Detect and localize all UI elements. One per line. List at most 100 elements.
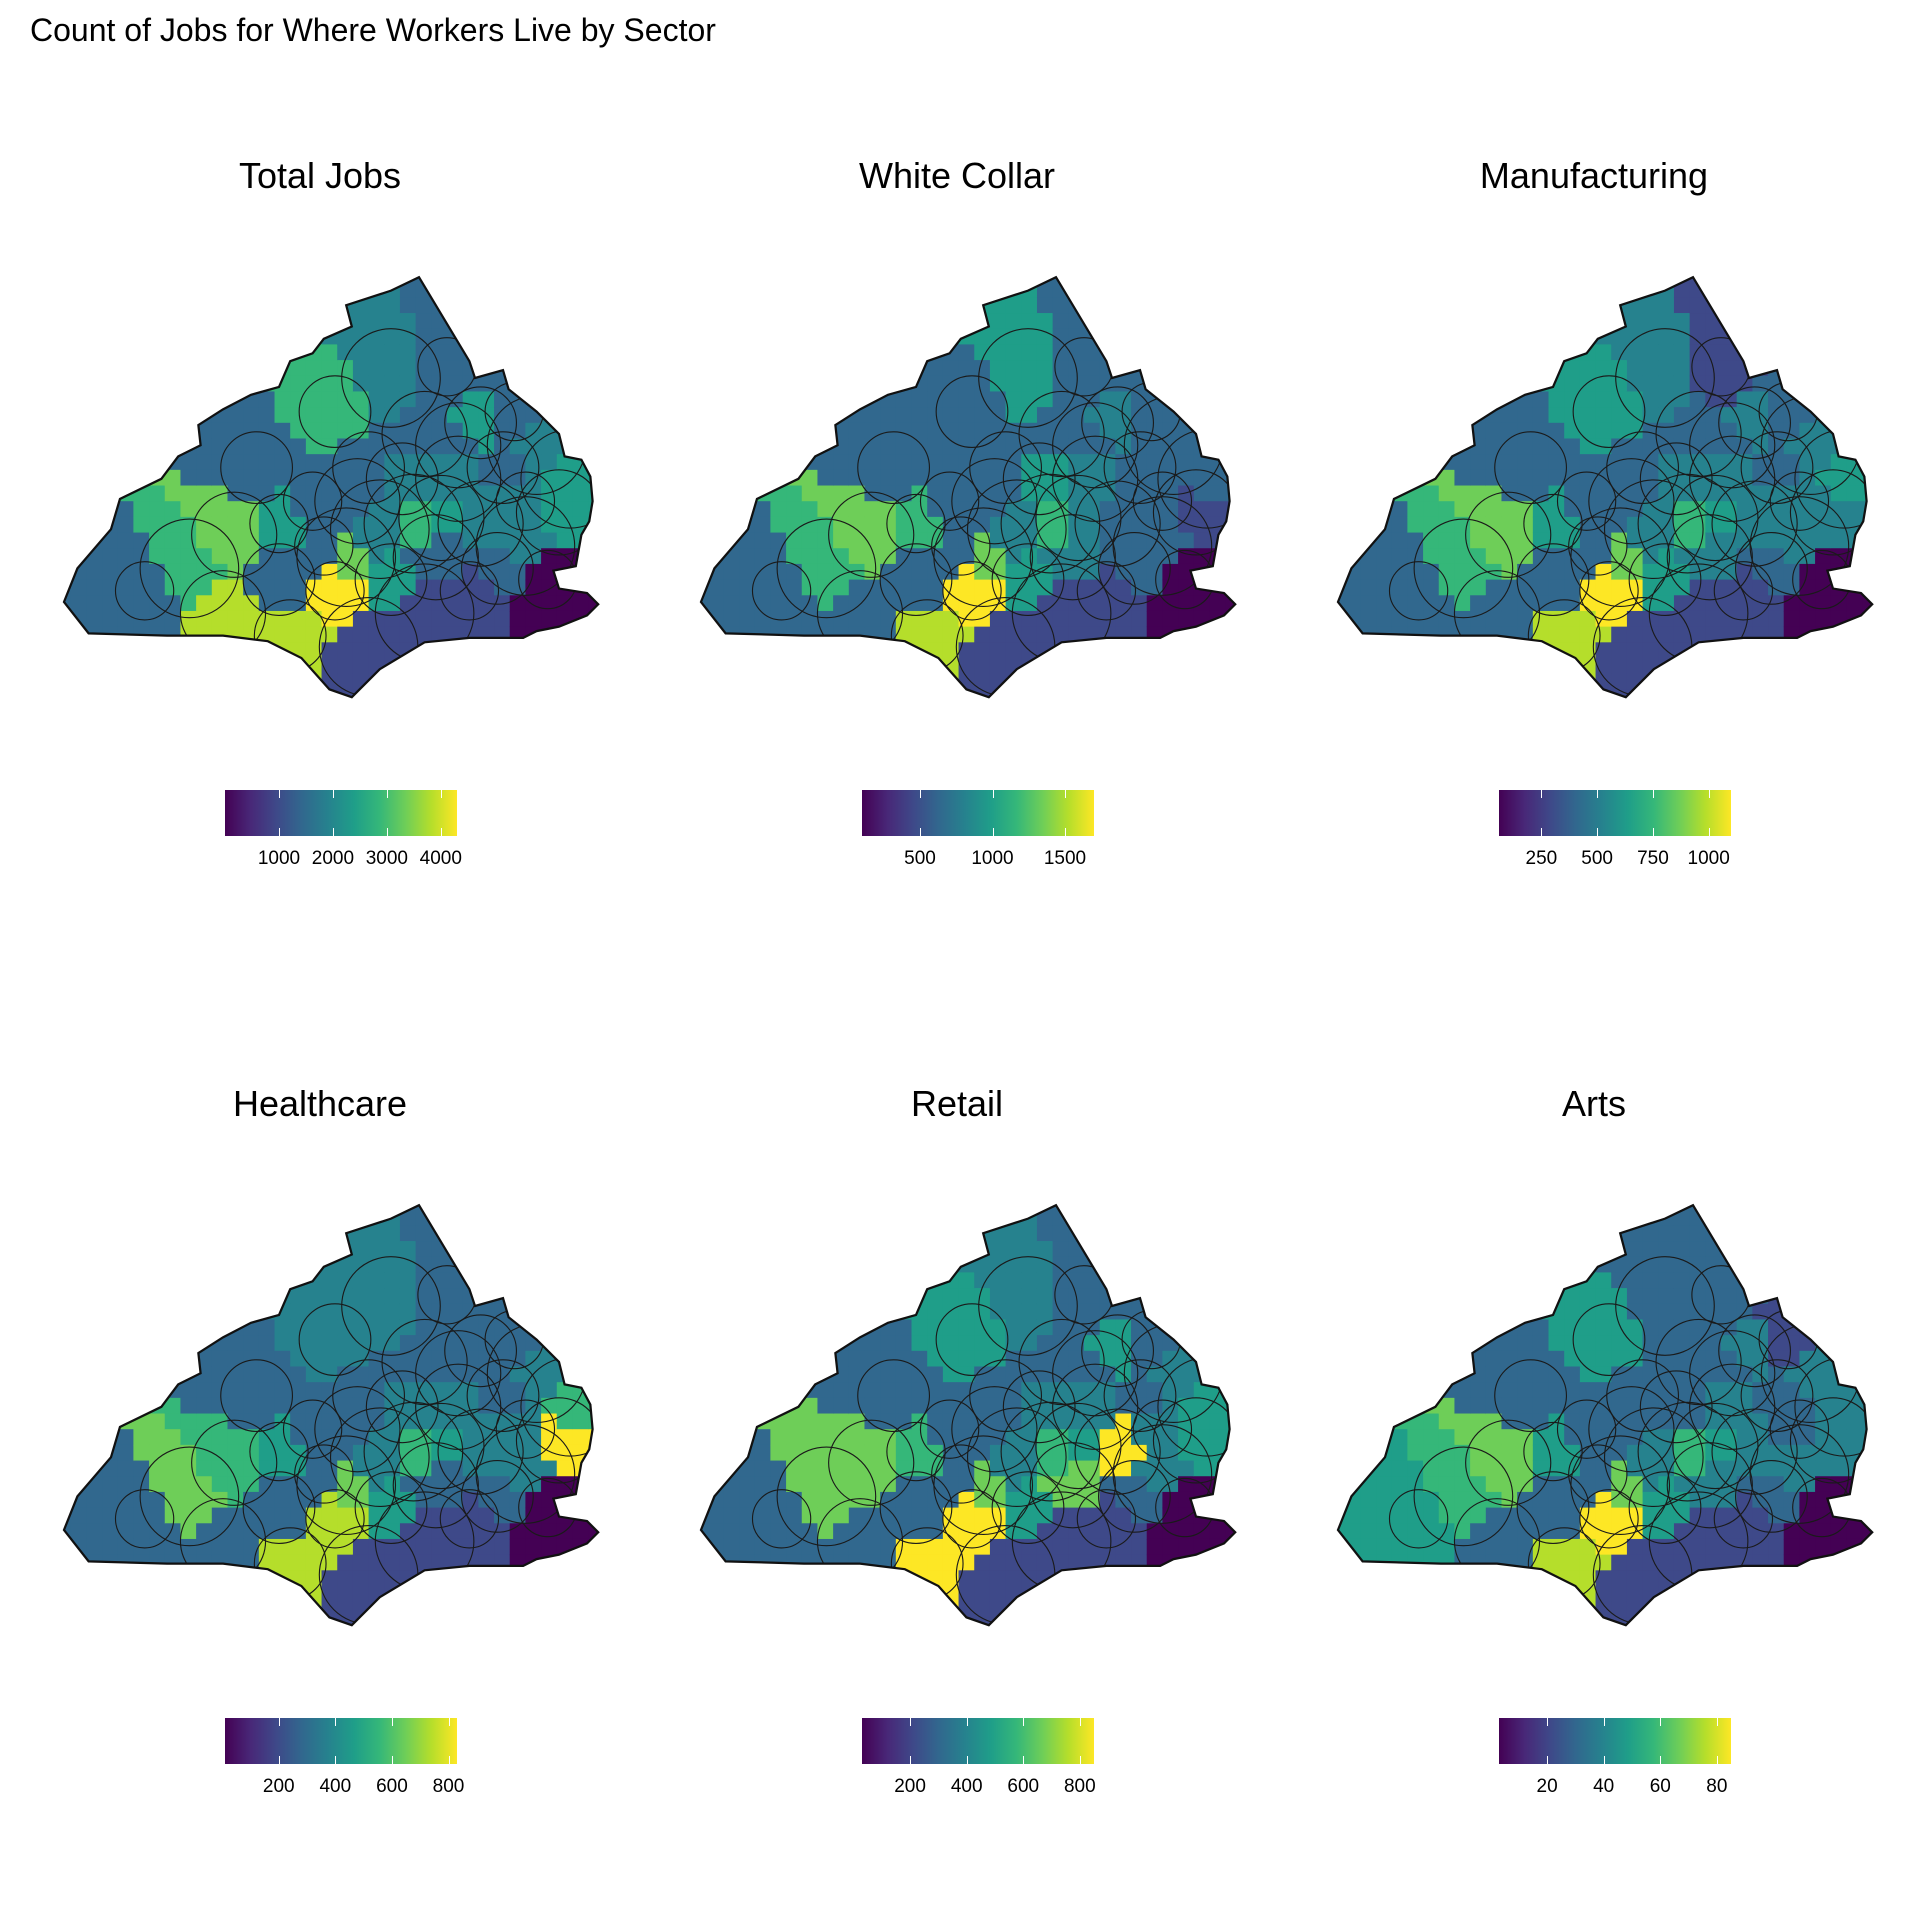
- tract-cell: [974, 1350, 991, 1368]
- tract-cell: [1564, 407, 1581, 424]
- tract-cell: [541, 375, 558, 392]
- tract-cell: [63, 548, 72, 565]
- tract-cell: [462, 595, 479, 612]
- tract-cell: [290, 1241, 307, 1258]
- tract-cell: [848, 328, 866, 345]
- tract-boundary: [857, 431, 930, 504]
- tract-cell: [1673, 328, 1691, 345]
- tract-cell: [180, 344, 197, 361]
- tract-cell: [1862, 454, 1873, 471]
- tract-cell: [1423, 658, 1440, 675]
- tract-cell: [86, 469, 103, 487]
- tract-cell: [196, 595, 213, 612]
- tract-cell: [305, 1382, 323, 1399]
- tract-cell: [1376, 689, 1393, 698]
- tract-boundary: [951, 458, 1038, 545]
- tract-boundary: [329, 1407, 430, 1508]
- tract-cell: [352, 626, 370, 643]
- tract-cell: [368, 1397, 385, 1415]
- tract-cell: [1878, 627, 1889, 643]
- tract-cell: [739, 313, 756, 330]
- tract-cell: [942, 375, 960, 392]
- tract-cell: [739, 1350, 756, 1368]
- tract-cell: [70, 1382, 87, 1399]
- tract-cell: [1193, 297, 1210, 314]
- tract-cell: [1846, 595, 1863, 612]
- tract-cell: [723, 1601, 740, 1618]
- tract-cell: [1068, 422, 1085, 440]
- tract-cell: [1595, 548, 1612, 565]
- tract-cell: [447, 1538, 464, 1556]
- tract-cell: [133, 407, 150, 424]
- tract-cell: [321, 1272, 338, 1289]
- tract-cell: [604, 627, 615, 643]
- tract-cell: [1485, 595, 1503, 612]
- tract-cell: [786, 532, 803, 549]
- tract-cell: [911, 1429, 928, 1446]
- tract-cell: [196, 1476, 213, 1493]
- tract-cell: [880, 1444, 897, 1462]
- tract-cell: [1052, 626, 1069, 643]
- tract-cell: [801, 1617, 818, 1626]
- tract-cell: [509, 407, 526, 424]
- tract-cell: [833, 1586, 850, 1603]
- tract-boundary: [1568, 516, 1628, 576]
- tract-cell: [494, 1319, 511, 1336]
- tract-cell: [305, 673, 323, 690]
- tract-cell: [541, 391, 558, 408]
- tract-cell: [211, 532, 229, 549]
- tract-cell: [864, 297, 881, 314]
- tract-cell: [927, 689, 944, 698]
- tract-cell: [1068, 1476, 1085, 1493]
- tract-cell: [164, 1209, 181, 1226]
- tract-cell: [1830, 673, 1847, 690]
- tract-cell: [989, 689, 1007, 698]
- tract-cell: [133, 277, 150, 283]
- tract-cell: [1360, 579, 1377, 596]
- tract-cell: [1611, 328, 1628, 345]
- tract-cell: [415, 454, 432, 471]
- tract-cell: [86, 579, 103, 596]
- tract-cell: [321, 1205, 338, 1211]
- tract-cell: [556, 1397, 573, 1415]
- tract-cell: [290, 313, 307, 330]
- tract-cell: [525, 595, 542, 612]
- tract-cell: [541, 344, 558, 361]
- tract-cell: [1068, 1617, 1085, 1626]
- tract-cell: [1485, 673, 1503, 690]
- tract-cell: [196, 1382, 213, 1399]
- tract-cell: [911, 1444, 928, 1462]
- tract-cell: [833, 595, 850, 612]
- tract-cell: [1036, 1366, 1054, 1383]
- tract-cell: [1862, 642, 1873, 659]
- tract-cell: [180, 469, 197, 487]
- tract-cell: [1162, 277, 1179, 283]
- tract-cell: [958, 277, 975, 283]
- tract-cell: [1658, 277, 1675, 283]
- tract-cell: [1146, 344, 1163, 361]
- tract-cell: [1146, 642, 1163, 659]
- tract-cell: [211, 1288, 229, 1305]
- tract-cell: [274, 1272, 291, 1289]
- tract-cell: [1532, 297, 1550, 314]
- tract-cell: [133, 610, 150, 628]
- tract-cell: [164, 344, 181, 361]
- tract-cell: [290, 407, 307, 424]
- tract-cell: [572, 1256, 589, 1273]
- tract-cell: [895, 548, 913, 565]
- tract-cell: [700, 516, 709, 534]
- tract-cell: [384, 313, 401, 330]
- tract-cell: [1423, 516, 1440, 534]
- tract-cell: [1241, 564, 1252, 580]
- tract-cell: [525, 313, 542, 330]
- tract-cell: [290, 485, 307, 502]
- tract-cell: [211, 277, 229, 283]
- tract-boundary: [935, 375, 1009, 448]
- tract-cell: [958, 1554, 975, 1571]
- tract-cell: [1407, 454, 1424, 471]
- tract-cell: [723, 1523, 740, 1540]
- tract-cell: [1438, 658, 1455, 675]
- tract-cell: [1768, 673, 1785, 690]
- tract-cell: [1337, 548, 1346, 565]
- tract-cell: [754, 1586, 771, 1603]
